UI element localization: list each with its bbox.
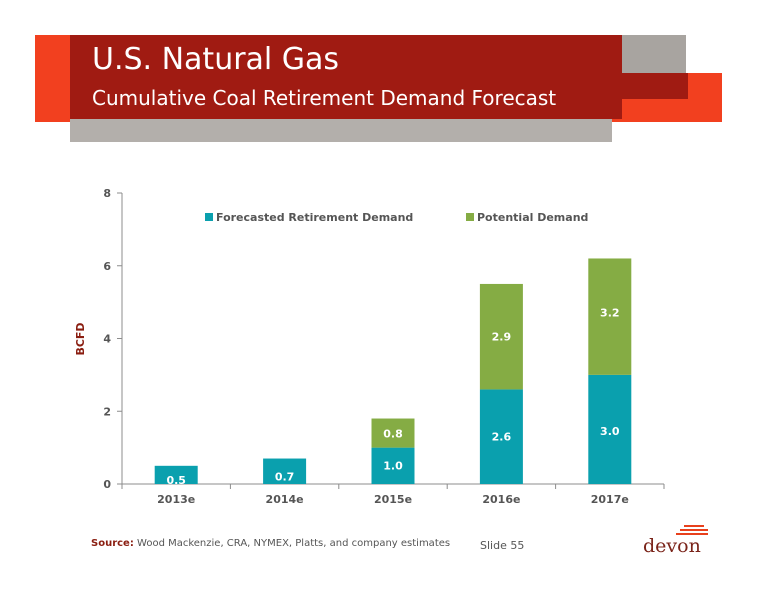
- data-label-forecasted: 0.7: [275, 470, 295, 483]
- y-axis-label: BCFD: [74, 322, 87, 355]
- x-tick-label: 2017e: [591, 493, 629, 506]
- source-label: Source:: [91, 538, 134, 549]
- legend-label-potential: Potential Demand: [477, 211, 588, 224]
- header-band-dark-red-ext: [612, 73, 688, 99]
- y-tick-label: 6: [103, 260, 111, 273]
- bar-potential: [371, 418, 415, 448]
- header-band-light-red: [35, 35, 75, 122]
- data-label-forecasted: 2.6: [492, 430, 512, 443]
- source-note: Source: Wood Mackenzie, CRA, NYMEX, Plat…: [91, 538, 450, 549]
- legend-swatch-forecasted: [205, 213, 213, 221]
- slide-number: Slide 55: [480, 539, 525, 552]
- data-label-forecasted: 0.5: [166, 474, 186, 487]
- legend-swatch-potential: [466, 213, 474, 221]
- y-tick-label: 4: [103, 333, 111, 346]
- bar-forecasted: [154, 465, 198, 484]
- y-tick-label: 0: [103, 478, 111, 491]
- data-label-forecasted: 3.0: [600, 425, 620, 438]
- chart-bars: 0.5 0.7 0.8 1.0 2.9 2.6 3.2 3.0: [154, 258, 632, 487]
- bar-potential: [588, 258, 632, 375]
- data-label-potential: 3.2: [600, 306, 620, 319]
- bar-forecasted: [479, 389, 523, 484]
- devon-logo-icon: [676, 525, 708, 535]
- x-tick-label: 2016e: [482, 493, 520, 506]
- legend-label-forecasted: Forecasted Retirement Demand: [216, 211, 413, 224]
- source-text: Wood Mackenzie, CRA, NYMEX, Platts, and …: [137, 538, 451, 549]
- y-tick-label: 2: [103, 405, 111, 418]
- y-tick-label: 8: [103, 187, 111, 200]
- header-band-gray-bottom: [70, 118, 612, 142]
- data-label-forecasted: 1.0: [383, 460, 403, 473]
- page-title: U.S. Natural Gas: [92, 42, 340, 77]
- x-tick-label: 2015e: [374, 493, 412, 506]
- chart-axes: 0 2 4 6 8 2013e 2014e 2015e 2016e 2017e BCFD: [74, 187, 665, 506]
- bar-forecasted: [371, 447, 415, 484]
- chart-legend: Forecasted Retirement Demand Potential De…: [205, 211, 588, 224]
- data-label-potential: 0.8: [383, 428, 403, 441]
- header-band-dark-red: [70, 35, 622, 119]
- data-label-potential: 2.9: [492, 331, 512, 344]
- page-subtitle: Cumulative Coal Retirement Demand Foreca…: [92, 86, 557, 110]
- header-band-gray-top: [622, 35, 686, 73]
- logo-text: devon: [643, 535, 701, 557]
- bar-forecasted: [263, 458, 307, 484]
- bar-forecasted: [588, 374, 632, 484]
- bar-potential: [479, 283, 523, 390]
- x-tick-label: 2014e: [266, 493, 304, 506]
- x-tick-label: 2013e: [157, 493, 195, 506]
